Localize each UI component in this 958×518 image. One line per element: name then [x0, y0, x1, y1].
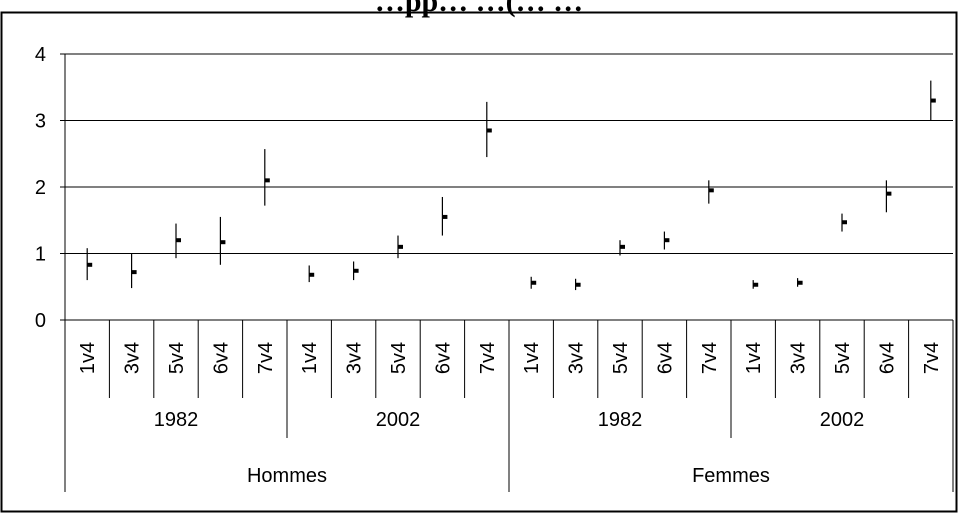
x-category-label: 3v4	[122, 342, 144, 374]
point-femmes-2002-7v4	[930, 98, 936, 103]
point-hommes-2002-3v4	[353, 268, 359, 273]
x-category-label: 6v4	[876, 342, 898, 374]
point-hommes-1982-7v4	[264, 178, 270, 183]
y-tick-label: 4	[35, 44, 46, 66]
y-tick-label: 2	[35, 177, 46, 199]
x-category-label: 7v4	[255, 342, 277, 374]
grid-layer	[60, 53, 953, 492]
x-category-label: 3v4	[344, 342, 366, 374]
y-tick-label: 1	[35, 244, 46, 266]
point-femmes-2002-3v4	[797, 280, 803, 285]
point-femmes-1982-6v4	[664, 238, 670, 243]
x-category-label: 6v4	[432, 342, 454, 374]
x-category-label: 1v4	[77, 342, 99, 374]
point-femmes-2002-6v4	[886, 191, 892, 196]
x-year-label: 1982	[154, 409, 199, 431]
x-group-label: Hommes	[247, 465, 327, 487]
x-category-label: 5v4	[166, 342, 188, 374]
x-year-label: 2002	[820, 409, 865, 431]
x-category-label: 7v4	[921, 342, 943, 374]
chart-title-partial: …pp… …(… …	[374, 0, 584, 18]
x-category-label: 1v4	[521, 342, 543, 374]
point-femmes-1982-5v4	[620, 244, 625, 249]
point-hommes-2002-7v4	[486, 128, 492, 133]
y-tick-label: 0	[35, 310, 46, 332]
x-year-label: 1982	[598, 409, 643, 431]
x-group-label: Femmes	[692, 465, 770, 487]
point-hommes-2002-5v4	[398, 244, 403, 249]
y-tick-label: 3	[35, 111, 46, 133]
point-hommes-1982-5v4	[176, 238, 181, 243]
point-hommes-2002-1v4	[309, 272, 315, 277]
x-category-label: 7v4	[477, 342, 499, 374]
point-hommes-1982-1v4	[87, 262, 93, 267]
x-category-label: 6v4	[654, 342, 676, 374]
point-hommes-1982-6v4	[220, 240, 226, 245]
x-category-label: 7v4	[699, 342, 721, 374]
x-category-label: 3v4	[788, 342, 810, 374]
x-category-label: 1v4	[299, 342, 321, 374]
point-femmes-2002-1v4	[753, 282, 759, 287]
point-hommes-1982-3v4	[131, 270, 137, 275]
x-category-label: 5v4	[832, 342, 854, 374]
x-category-label: 6v4	[210, 342, 232, 374]
point-femmes-1982-7v4	[708, 188, 714, 193]
y-tick-layer: 0 1 2 3 4	[35, 44, 46, 332]
marks-layer	[86, 80, 936, 291]
chart-border	[0, 11, 958, 513]
x-year-label: 2002	[376, 409, 421, 431]
x-category-label: 5v4	[388, 342, 410, 374]
x-category-label: 3v4	[566, 342, 588, 374]
x-category-label: 5v4	[610, 342, 632, 374]
point-femmes-1982-1v4	[531, 280, 537, 285]
point-femmes-2002-5v4	[842, 220, 847, 225]
x-axis-layer: 1v4 3v4 5v4 6v4 7v4 1982 1v4 3v4 5v4 6v4 7v4 2002 1v…	[77, 320, 954, 492]
point-femmes-1982-3v4	[575, 282, 581, 287]
x-category-label: 1v4	[743, 342, 765, 374]
point-hommes-2002-6v4	[442, 214, 448, 219]
